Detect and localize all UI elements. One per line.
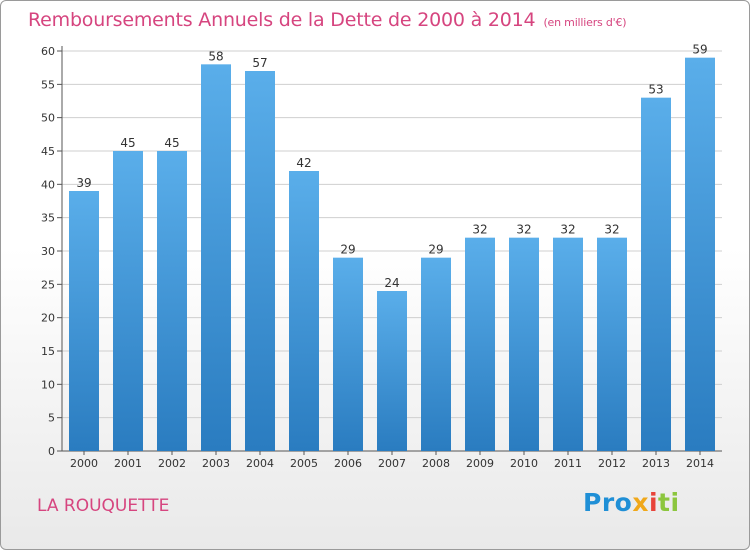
x-tick-label-2009: 2009 bbox=[466, 457, 494, 470]
city-name: LA ROUQUETTE bbox=[37, 496, 170, 516]
value-label-2013: 53 bbox=[648, 83, 663, 97]
axes: 0 5 10 15 20 25 30 35 40 45 50 55 60 2000 2001 2002 2003… bbox=[41, 45, 722, 470]
x-tick-label-2007: 2007 bbox=[378, 457, 406, 470]
bar-2014 bbox=[685, 57, 715, 452]
chart-subtitle: (en milliers d'€) bbox=[543, 16, 627, 29]
bar-2008 bbox=[421, 257, 451, 451]
x-tick-label-2005: 2005 bbox=[290, 457, 318, 470]
bar-2005 bbox=[289, 171, 319, 451]
bar-2001 bbox=[113, 151, 143, 451]
bar-2002 bbox=[157, 151, 187, 451]
x-tick-label-2011: 2011 bbox=[554, 457, 582, 470]
bars bbox=[69, 57, 715, 452]
x-tick-label-2010: 2010 bbox=[510, 457, 538, 470]
x-tick-label-2000: 2000 bbox=[70, 457, 98, 470]
bar-2003 bbox=[201, 64, 231, 452]
value-label-2010: 32 bbox=[516, 223, 531, 237]
bar-2009 bbox=[465, 237, 495, 451]
y-tick-label: 20 bbox=[41, 312, 55, 325]
bar-2011 bbox=[553, 237, 583, 451]
bar-2000 bbox=[69, 191, 99, 451]
x-tick-label-2008: 2008 bbox=[422, 457, 450, 470]
y-tick-label: 45 bbox=[41, 145, 55, 158]
value-label-2004: 57 bbox=[252, 56, 267, 70]
y-tick-label: 50 bbox=[41, 112, 55, 125]
chart-title: Remboursements Annuels de la Dette de 20… bbox=[28, 9, 627, 31]
value-label-2006: 29 bbox=[340, 243, 355, 257]
value-label-2009: 32 bbox=[472, 223, 487, 237]
x-tick-label-2004: 2004 bbox=[246, 457, 274, 470]
bar-2010 bbox=[509, 237, 539, 451]
x-tick-label-2012: 2012 bbox=[598, 457, 626, 470]
bar-2006 bbox=[333, 257, 363, 451]
y-tick-label: 5 bbox=[48, 412, 55, 425]
y-tick-label: 40 bbox=[41, 178, 55, 191]
value-label-2002: 45 bbox=[164, 136, 179, 150]
bar-2013 bbox=[641, 97, 671, 452]
bar-2007 bbox=[377, 291, 407, 451]
value-label-2003: 58 bbox=[208, 49, 223, 63]
value-labels: 39 45 45 58 57 42 29 24 29 32 32 32 32 53 59 bbox=[76, 43, 707, 290]
y-tick-label: 0 bbox=[48, 445, 55, 458]
value-label-2005: 42 bbox=[296, 156, 311, 170]
bar-2004 bbox=[245, 71, 275, 451]
value-label-2011: 32 bbox=[560, 223, 575, 237]
value-label-2012: 32 bbox=[604, 223, 619, 237]
x-tick-label-2003: 2003 bbox=[202, 457, 230, 470]
x-tick-label-2002: 2002 bbox=[158, 457, 186, 470]
x-tick-label-2014: 2014 bbox=[686, 457, 714, 470]
value-label-2001: 45 bbox=[120, 136, 135, 150]
y-tick-label: 60 bbox=[41, 45, 55, 58]
y-tick-label: 25 bbox=[41, 278, 55, 291]
x-tick-label-2013: 2013 bbox=[642, 457, 670, 470]
y-tick-label: 55 bbox=[41, 78, 55, 91]
chart-title-text: Remboursements Annuels de la Dette de 20… bbox=[28, 9, 536, 31]
proxiti-logo: Proxiti bbox=[583, 488, 680, 517]
x-tick-label-2001: 2001 bbox=[114, 457, 142, 470]
y-tick-label: 30 bbox=[41, 245, 55, 258]
value-label-2014: 59 bbox=[692, 43, 707, 57]
y-tick-label: 15 bbox=[41, 345, 55, 358]
y-tick-label: 10 bbox=[41, 378, 55, 391]
x-tick-label-2006: 2006 bbox=[334, 457, 362, 470]
value-label-2007: 24 bbox=[384, 276, 399, 290]
value-label-2008: 29 bbox=[428, 243, 443, 257]
value-label-2000: 39 bbox=[76, 176, 91, 190]
y-tick-label: 35 bbox=[41, 212, 55, 225]
bar-2012 bbox=[597, 237, 627, 451]
